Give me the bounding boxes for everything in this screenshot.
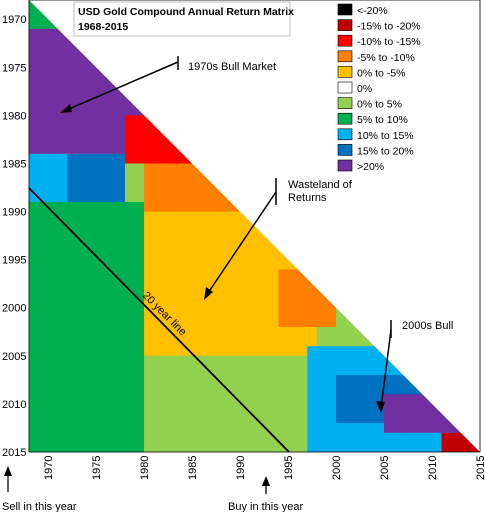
legend-swatch [337,3,353,16]
legend-label: -10% to -15% [357,36,421,48]
x-tick-label: 1975 [91,456,103,480]
x-tick-label: 1980 [139,456,151,480]
y-tick-label: 1995 [2,255,26,267]
y-tick-label: 1970 [2,14,26,26]
y-tick-label: 2010 [2,399,26,411]
heatmap-region [67,153,125,202]
legend-swatch [337,81,353,94]
sell-axis-label: Sell in this year [2,501,77,512]
upper-blank-triangle [29,0,480,452]
legend-label: -5% to -10% [357,52,415,64]
x-tick-label: 1995 [283,456,295,480]
bull-1970s-arrowhead [60,104,72,113]
y-tick-label: 1990 [2,207,26,219]
legend-label: 0% [357,83,372,95]
bull-2000s-arrow-line [380,329,392,409]
legend-label: 15% to 20% [357,145,414,157]
y-tick-label: 1980 [2,110,26,122]
legend-label: 5% to 10% [357,114,408,126]
chart-title: USD Gold Compound Annual Return Matrix [78,6,294,18]
chart-subtitle: 1968-2015 [78,21,128,33]
x-tick-label: 2005 [379,456,391,480]
x-tick-label: 2015 [475,456,485,480]
wasteland-label-line1: Wasteland of [288,179,353,191]
y-tick-label: 2000 [2,303,26,315]
legend-swatch [337,112,353,125]
legend-label: 10% to 15% [357,130,414,142]
y-tick-label: 1975 [2,62,26,74]
legend-swatch [337,34,353,47]
x-tick-label: 1970 [43,456,55,480]
bull-2000s-label: 2000s Bull [402,320,453,332]
x-tick-label: 1985 [187,456,199,480]
x-tick-label: 1990 [235,456,247,480]
bull-1970s-label: 1970s Bull Market [188,61,276,73]
legend-swatch [337,144,353,156]
legend-label: <-20% [357,5,388,17]
y-tick-label: 2005 [2,351,26,363]
wasteland-arrowhead [204,287,213,300]
legend-swatch [337,19,353,31]
legend: <-20% -15% to -20% -10% to -15% -5% to -10%… [337,3,421,173]
x-tick-label: 2000 [331,456,343,480]
title-box [73,1,291,37]
y-axis-ticks: 1970 1975 1980 1985 1990 1995 2000 2005 2010 2015 [2,14,26,459]
plot-frame [28,0,481,453]
bull-2000s-arrowhead [376,401,385,413]
bull-1970s-arrow-line [61,61,179,113]
legend-swatch [337,50,353,63]
wasteland-arrow-line [205,191,277,297]
legend-label: -15% to -20% [357,21,421,33]
legend-label: 0% to 5% [357,99,402,111]
legend-swatch [337,159,353,172]
legend-swatch [337,66,353,78]
heatmap-region [29,201,145,452]
x-axis-ticks: 1970 1975 1980 1985 1990 1995 2000 2005 2010 2015 [43,456,485,480]
buy-arrowhead [262,476,270,486]
buy-axis-label: Buy in this year [228,501,304,512]
legend-swatch [337,128,353,141]
twenty-year-line [28,187,290,453]
y-tick-label: 2015 [2,447,26,459]
legend-label: >20% [357,161,384,173]
legend-swatch [337,97,353,109]
y-tick-label: 1985 [2,158,26,170]
sell-arrowhead [4,466,12,476]
wasteland-label-line2: Returns [288,192,327,204]
legend-label: 0% to -5% [357,67,405,79]
x-tick-label: 2010 [427,456,439,480]
